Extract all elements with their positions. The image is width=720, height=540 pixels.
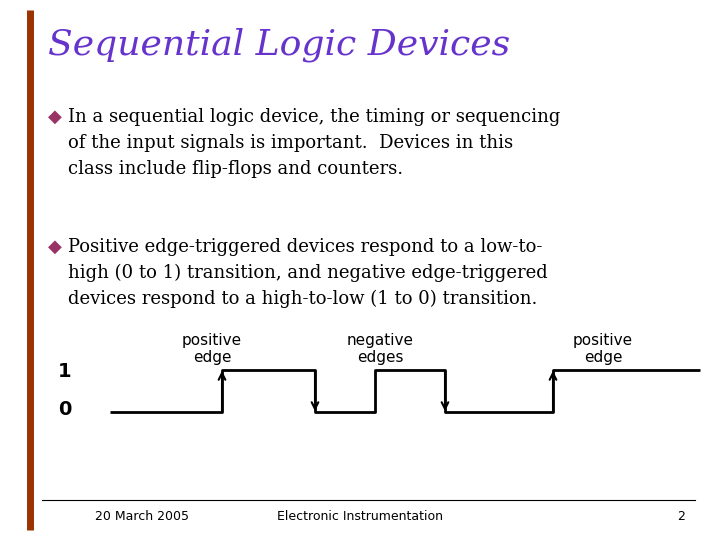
Text: devices respond to a high-to-low (1 to 0) transition.: devices respond to a high-to-low (1 to 0… [68, 290, 537, 308]
Text: ◆: ◆ [48, 238, 62, 256]
Text: Electronic Instrumentation: Electronic Instrumentation [277, 510, 443, 523]
Text: Sequential Logic Devices: Sequential Logic Devices [48, 28, 510, 63]
Text: high (0 to 1) transition, and negative edge-triggered: high (0 to 1) transition, and negative e… [68, 264, 548, 282]
Text: 1: 1 [58, 362, 71, 381]
Text: negative
edges: negative edges [346, 333, 413, 365]
Text: Positive edge-triggered devices respond to a low-to-: Positive edge-triggered devices respond … [68, 238, 542, 256]
Text: In a sequential logic device, the timing or sequencing: In a sequential logic device, the timing… [68, 108, 560, 126]
Text: 20 March 2005: 20 March 2005 [95, 510, 189, 523]
Text: positive
edge: positive edge [573, 333, 633, 365]
Text: positive
edge: positive edge [182, 333, 242, 365]
Text: 0: 0 [58, 400, 71, 419]
Text: of the input signals is important.  Devices in this: of the input signals is important. Devic… [68, 134, 513, 152]
Text: class include flip-flops and counters.: class include flip-flops and counters. [68, 160, 403, 178]
Text: ◆: ◆ [48, 108, 62, 126]
Text: 2: 2 [677, 510, 685, 523]
